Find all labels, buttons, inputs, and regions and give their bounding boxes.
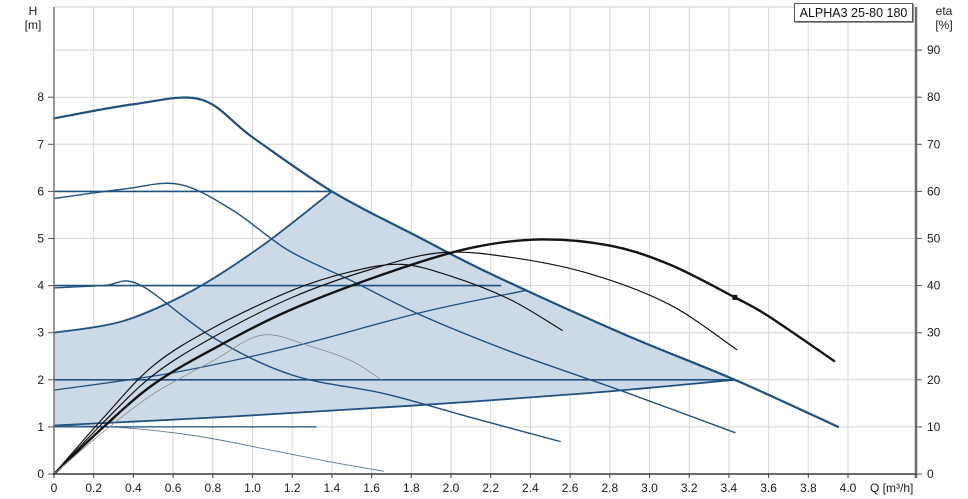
x-tick-label: 0.2	[85, 481, 102, 495]
x-tick-label: 4.0	[840, 481, 857, 495]
h-tick-label: 1	[37, 420, 44, 434]
h-tick-label: 7	[37, 137, 44, 151]
h-tick-label: 5	[37, 232, 44, 246]
eta-tick-label: 50	[927, 232, 941, 246]
x-tick-label: 0.6	[165, 481, 182, 495]
x-tick-label: 1.2	[284, 481, 301, 495]
eta-tick-label: 70	[927, 137, 941, 151]
x-tick-label: 0.8	[204, 481, 221, 495]
x-tick-label: 1.0	[244, 481, 261, 495]
eta-curve-1	[53, 263, 563, 475]
x-tick-label: 2.0	[443, 481, 460, 495]
x-tick-label: 3.2	[681, 481, 698, 495]
x-axis-unit-label: Q [m³/h]	[870, 481, 913, 495]
eta-tick-label: 30	[927, 326, 941, 340]
eta-tick-label: 20	[927, 373, 941, 387]
prop-pressure-min	[53, 378, 736, 427]
operating-range-region	[54, 191, 735, 426]
eta-tick-label: 40	[927, 279, 941, 293]
x-tick-label: 0	[51, 481, 58, 495]
x-tick-label: 2.8	[601, 481, 618, 495]
x-tick-label: 3.6	[760, 481, 777, 495]
pump-model-title: ALPHA3 25-80 180	[794, 3, 913, 22]
eta-tick-label: 90	[927, 43, 941, 57]
h-tick-label: 6	[37, 184, 44, 198]
x-tick-label: 1.8	[403, 481, 420, 495]
eta-tick-label: 60	[927, 184, 941, 198]
speed-curve-1	[53, 280, 561, 443]
eta-tick-label: 80	[927, 90, 941, 104]
x-tick-label: 3.0	[641, 481, 658, 495]
x-tick-label: 2.2	[482, 481, 499, 495]
prop-pressure-max	[53, 190, 333, 334]
right-axis-title: eta [%]	[935, 4, 953, 32]
eta-curve-min	[53, 334, 382, 475]
eta-tick-label: 0	[927, 467, 934, 481]
h-tick-label: 2	[37, 373, 44, 387]
eta-curve-2	[53, 251, 738, 475]
h-tick-label: 8	[37, 90, 44, 104]
x-tick-label: 1.4	[324, 481, 341, 495]
h-tick-label: 3	[37, 326, 44, 340]
eta-tick-label: 10	[927, 420, 941, 434]
max-speed-curve	[52, 96, 840, 428]
x-tick-label: 2.4	[522, 481, 539, 495]
x-tick-label: 2.6	[562, 481, 579, 495]
min-speed-curve	[53, 425, 384, 472]
duty-point-marker	[732, 294, 738, 300]
x-tick-label: 3.8	[800, 481, 817, 495]
h-tick-label: 4	[37, 279, 44, 293]
h-tick-label: 0	[37, 467, 44, 481]
prop-pressure-mid	[53, 289, 528, 391]
left-axis-title: H [m]	[24, 4, 42, 32]
x-tick-label: 3.4	[721, 481, 738, 495]
x-tick-label: 1.6	[363, 481, 380, 495]
x-tick-label: 0.4	[125, 481, 142, 495]
